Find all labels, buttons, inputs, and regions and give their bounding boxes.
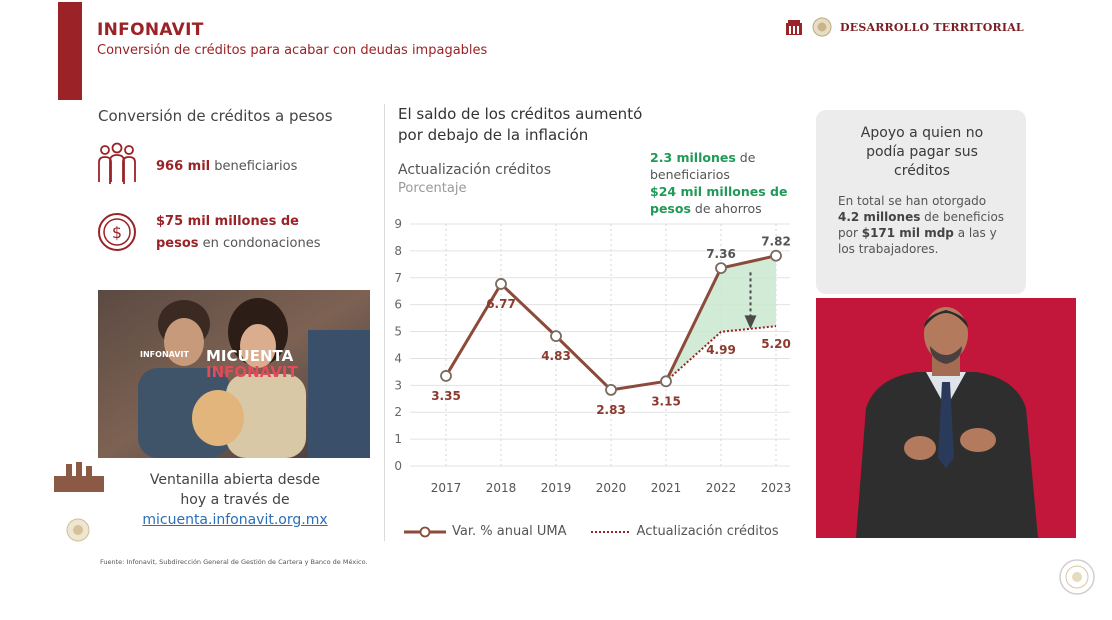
uma-point	[440, 370, 452, 382]
infonavit-logo-text: INFONAVIT	[140, 350, 189, 359]
dollar-coin-icon: $	[98, 213, 136, 251]
uma-data-label: 3.15	[651, 394, 681, 408]
savings-arrow-head	[744, 315, 757, 329]
uma-point	[715, 262, 727, 274]
support-card-title: Apoyo a quien no podía pagar sus crédito…	[838, 124, 1006, 181]
window-line2: hoy a través de	[180, 492, 290, 508]
sign-language-interpreter-video	[816, 298, 1076, 538]
stat-condonations: $ $75 mil millones de pesos en condonaci…	[96, 210, 321, 254]
source-note: Fuente: Infonavit, Subdirección General …	[100, 558, 368, 566]
government-logo-icon	[786, 20, 802, 35]
micuenta-brand: MICUENTA INFONAVIT	[206, 348, 298, 380]
credits-series-line	[665, 325, 777, 383]
uma-data-label: 2.83	[596, 403, 626, 417]
micuenta-line1: MICUENTA	[206, 347, 294, 365]
uma-point	[495, 278, 507, 290]
credits-data-label: 4.99	[706, 343, 736, 357]
callout-bold1: 2.3 millones	[650, 150, 736, 165]
card-body-text2: de beneficios por	[838, 210, 1005, 240]
callout-text1: de beneficiarios	[650, 150, 756, 182]
chart-title-line1: El saldo de los créditos aumentó	[398, 105, 643, 123]
card-title-line3: créditos	[894, 163, 950, 179]
uma-data-label: 7.82	[761, 235, 791, 249]
beneficiaries-label: beneficiarios	[210, 158, 298, 174]
x-tick-label: 2021	[651, 481, 682, 495]
window-line1: Ventanilla abierta desde	[149, 472, 321, 488]
y-tick-label: 7	[394, 271, 402, 285]
legend-uma-marker	[404, 526, 446, 537]
y-tick-label: 9	[394, 217, 402, 231]
uma-point	[770, 249, 782, 262]
y-tick-label: 6	[394, 298, 402, 312]
y-tick-label: 5	[394, 325, 402, 339]
uma-point	[605, 384, 617, 396]
footer-logos	[52, 462, 106, 550]
support-card: Apoyo a quien no podía pagar sus crédito…	[816, 110, 1026, 294]
x-tick-label: 2022	[706, 481, 737, 495]
credits-data-label: 5.20	[761, 337, 791, 351]
condonations-value-line1: $75 mil millones de	[156, 214, 299, 229]
card-body-bold2: $171 mil mdp	[861, 226, 954, 240]
stat-beneficiaries: 966 mil beneficiarios	[96, 142, 297, 186]
legend-item-uma: Var. % anual UMA	[404, 524, 567, 539]
uma-point	[660, 375, 672, 388]
x-tick-label: 2018	[486, 481, 517, 495]
window-open-note: Ventanilla abierta desde hoy a través de…	[120, 470, 350, 530]
card-body-text1: En total se han otorgado	[838, 194, 987, 208]
brand-text: DESARROLLO TERRITORIAL	[840, 20, 1024, 34]
savings-area	[666, 255, 776, 382]
y-tick-label: 2	[394, 405, 402, 419]
legend-item-credits: Actualización créditos	[590, 524, 779, 539]
x-tick-label: 2023	[761, 481, 792, 495]
x-tick-label: 2017	[431, 481, 462, 495]
people-icon	[98, 142, 136, 184]
y-tick-label: 3	[394, 378, 402, 392]
page-title: INFONAVIT	[97, 20, 204, 40]
y-tick-label: 8	[394, 244, 402, 258]
chart-unit: Porcentaje	[398, 181, 467, 196]
micuenta-promo-image: INFONAVIT MICUENTA INFONAVIT	[98, 290, 370, 458]
condonations-label: en condonaciones	[198, 236, 321, 251]
y-tick-label: 0	[394, 459, 402, 473]
y-tick-label: 4	[394, 351, 402, 365]
uma-data-label: 7.36	[706, 247, 736, 261]
x-tick-label: 2019	[541, 481, 572, 495]
mexico-seal-icon	[812, 17, 832, 37]
uma-data-label: 3.35	[431, 389, 461, 403]
callout-text2: de ahorros	[690, 201, 762, 216]
svg-text:$: $	[112, 223, 122, 242]
card-title-line1: Apoyo a quien no	[860, 125, 984, 141]
line-chart: 0 1 2 3 4 5 6 7 8 9 2017 2018 2019 2020 2021 2022 2023 3.…	[394, 217, 792, 495]
footer-seal-icon	[1059, 559, 1095, 595]
brand-header: DESARROLLO TERRITORIAL	[784, 17, 1024, 37]
page-subtitle: Conversión de créditos para acabar con d…	[97, 43, 488, 58]
column-divider	[384, 104, 385, 541]
chart-title: El saldo de los créditos aumentó por deb…	[398, 104, 642, 146]
chart-title-line2: por debajo de la inflación	[398, 126, 589, 144]
header-accent-bar	[58, 2, 82, 100]
legend-uma-label: Var. % anual UMA	[452, 524, 567, 539]
y-tick-label: 1	[394, 432, 402, 446]
micuenta-line2: INFONAVIT	[206, 363, 298, 381]
micuenta-link[interactable]: micuenta.infonavit.org.mx	[142, 512, 328, 528]
support-card-body: En total se han otorgado 4.2 millones de…	[838, 193, 1006, 257]
chart-subtitle: Actualización créditos	[398, 162, 552, 178]
card-title-line2: podía pagar sus	[866, 144, 978, 160]
condonations-value-line2: pesos	[156, 236, 199, 251]
left-section-title: Conversión de créditos a pesos	[98, 107, 333, 125]
savings-callout: 2.3 millones de beneficiarios $24 mil mi…	[650, 149, 800, 217]
callout-bold2: $24 mil millones de pesos	[650, 184, 788, 216]
card-body-text3: a las y los trabajadores.	[838, 226, 997, 256]
x-tick-label: 2020	[596, 481, 627, 495]
chart-legend: Var. % anual UMA Actualización créditos	[404, 524, 779, 539]
uma-data-label: 4.83	[541, 349, 571, 363]
legend-credits-label: Actualización créditos	[636, 524, 779, 539]
legend-credits-marker	[590, 530, 631, 533]
uma-data-label: 6.77	[486, 297, 516, 311]
card-body-bold1: 4.2 millones	[838, 210, 921, 224]
beneficiaries-value: 966 mil	[156, 158, 211, 174]
uma-point	[550, 330, 562, 343]
